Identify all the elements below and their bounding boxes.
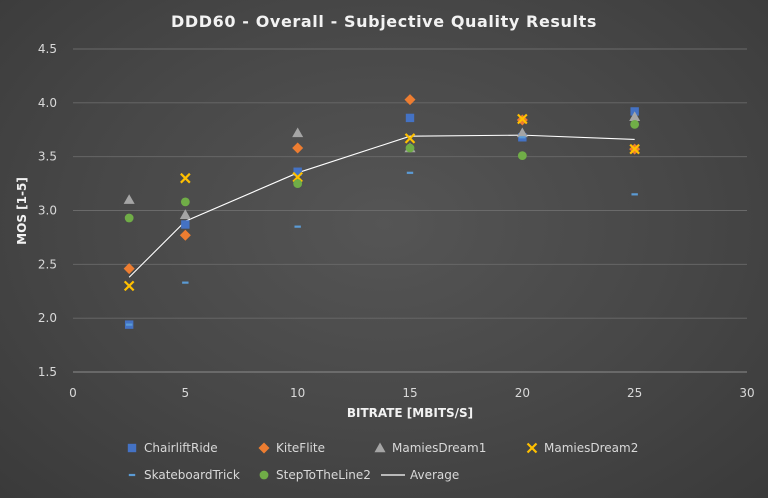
- gridlines: [73, 48, 747, 319]
- legend-marker: [259, 470, 269, 480]
- data-point-kiteflite: [123, 263, 135, 275]
- x-axis: 0 5 10 15 20 25 30: [69, 371, 755, 400]
- legend-label: ChairliftRide: [144, 441, 218, 455]
- data-point-chairliftride: [181, 220, 190, 229]
- data-point-kiteflite: [404, 94, 416, 106]
- series-line-average: [128, 134, 635, 278]
- data-point-mamiesdream2: [404, 133, 416, 144]
- y-tick-label: 4.0: [38, 96, 57, 110]
- data-point-chairliftride: [293, 167, 302, 176]
- legend-label: StepToTheLine2: [276, 468, 371, 482]
- x-tick-label: 30: [739, 386, 754, 400]
- data-point-mamiesdream1: [516, 127, 528, 138]
- y-tick-label: 2.0: [38, 311, 57, 325]
- x-tick-label: 0: [69, 386, 77, 400]
- data-point-mamiesdream1: [292, 127, 304, 138]
- legend-item: ChairliftRide: [127, 441, 218, 455]
- x-tick-label: 20: [515, 386, 530, 400]
- y-tick-label: 2.5: [38, 257, 57, 271]
- data-point-mamiesdream2: [517, 113, 528, 125]
- series-mamiesdream1: [123, 111, 641, 220]
- y-tick-label: 4.5: [38, 42, 57, 56]
- legend-label: Average: [410, 468, 459, 482]
- data-point-mamiesdream2: [123, 280, 135, 292]
- data-point-kiteflite: [292, 142, 304, 154]
- data-point-skateboardtrick: [631, 193, 638, 196]
- legend-marker: [258, 442, 270, 454]
- plot-area: [123, 94, 641, 329]
- data-point-mamiesdream2: [629, 143, 640, 155]
- x-axis-title: BITRATE [MBITS/S]: [347, 406, 473, 420]
- legend-item: StepToTheLine2: [259, 468, 371, 482]
- data-point-kiteflite: [179, 229, 191, 241]
- series-steptotheline2: [124, 119, 640, 223]
- data-point-mamiesdream1: [123, 194, 135, 204]
- data-point-skateboardtrick: [182, 281, 189, 284]
- y-tick-label: 3.5: [38, 150, 57, 164]
- data-point-steptotheline2: [124, 213, 134, 223]
- data-point-mamiesdream1: [179, 209, 191, 220]
- legend-item: SkateboardTrick: [128, 468, 240, 482]
- y-tick-label: 1.5: [38, 365, 57, 379]
- legend-item: KiteFlite: [258, 441, 325, 455]
- x-tick-label: 25: [627, 386, 642, 400]
- data-point-chairliftride: [405, 113, 415, 123]
- series-chairliftride: [124, 107, 639, 329]
- x-tick-label: 15: [402, 386, 417, 400]
- series-mamiesdream2: [123, 113, 640, 292]
- data-point-steptotheline2: [630, 119, 640, 129]
- y-axis: 1.5 2.0 2.5 3.0 3.5 4.0 4.5: [38, 42, 57, 379]
- data-point-steptotheline2: [405, 143, 415, 153]
- legend-item: Average: [381, 468, 459, 482]
- legend-marker: [127, 443, 137, 453]
- series-kiteflite: [123, 94, 641, 275]
- legend-label: SkateboardTrick: [144, 468, 240, 482]
- data-point-skateboardtrick: [125, 323, 133, 326]
- data-point-mamiesdream2: [180, 172, 191, 184]
- data-point-skateboardtrick: [406, 171, 414, 174]
- y-axis-title: MOS [1-5]: [15, 177, 29, 245]
- legend-label: MamiesDream1: [392, 441, 486, 455]
- data-point-mamiesdream1: [629, 111, 641, 122]
- data-point-skateboardtrick: [294, 225, 301, 228]
- y-tick-label: 3.0: [38, 204, 57, 218]
- data-point-mamiesdream2: [292, 171, 303, 183]
- x-tick-label: 10: [290, 386, 305, 400]
- x-tick-label: 5: [182, 386, 190, 400]
- legend-label: KiteFlite: [276, 441, 325, 455]
- legend-label: MamiesDream2: [544, 441, 638, 455]
- legend-marker: [374, 442, 386, 453]
- data-point-steptotheline2: [180, 197, 190, 207]
- data-point-steptotheline2: [517, 151, 527, 160]
- legend: ChairliftRide KiteFlite MamiesDream1 Mamies…: [127, 441, 638, 482]
- legend-marker: [526, 442, 538, 454]
- legend-item: MamiesDream2: [526, 441, 638, 455]
- data-point-steptotheline2: [293, 179, 303, 188]
- data-point-skateboardtrick: [519, 136, 526, 139]
- legend-marker: [128, 473, 136, 477]
- legend-item: MamiesDream1: [374, 441, 486, 455]
- chart-title: DDD60 - Overall - Subjective Quality Res…: [171, 12, 597, 31]
- series-skateboardtrick: [125, 136, 638, 326]
